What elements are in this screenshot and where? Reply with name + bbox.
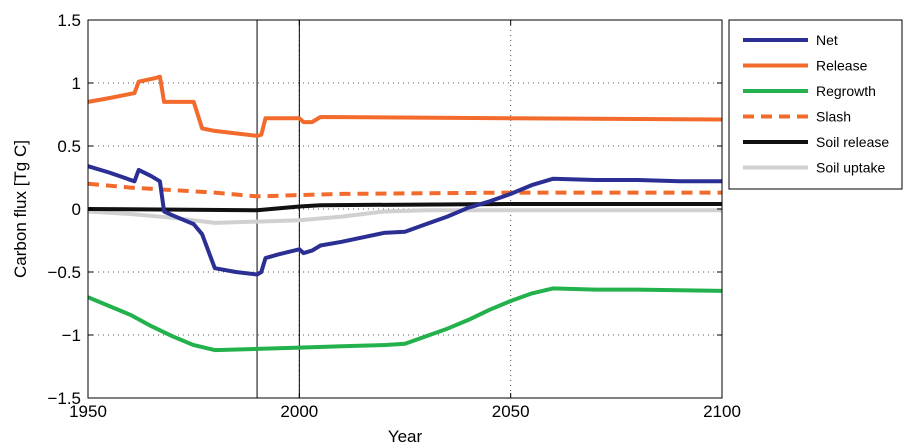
- tick-labels: 1950 2000 2050 2100 −1.5 −1 −0.5 0 0.5 1 1.5: [47, 11, 740, 421]
- series-line-soil-release: [87, 202, 722, 213]
- x-tick-label: 2050: [492, 402, 530, 421]
- legend-label: Slash: [816, 109, 851, 125]
- y-tick-label: −1.5: [47, 389, 81, 408]
- legend-label: Soil uptake: [816, 160, 885, 176]
- series-line-net: [87, 164, 722, 277]
- series-line-slash: [87, 181, 722, 199]
- x-tick-label: 2000: [280, 402, 318, 421]
- series-line-release: [87, 74, 723, 138]
- series-line-soil-uptake: [87, 208, 722, 225]
- y-tick-label: 1.5: [57, 11, 81, 30]
- legend-label: Soil release: [816, 134, 889, 150]
- x-tick-label: 2100: [703, 402, 741, 421]
- legend: Net Release Regrowth Slash Soil release Soil …: [728, 19, 903, 190]
- legend-label: Net: [816, 32, 838, 48]
- series-line-regrowth: [87, 286, 723, 353]
- x-tick-label: 1950: [69, 402, 107, 421]
- axis-ticks: [87, 19, 723, 399]
- y-axis-title: Carbon flux [Tg C]: [11, 140, 30, 278]
- x-axis-title: Year: [388, 427, 423, 446]
- y-tick-label: −1: [62, 326, 81, 345]
- y-tick-label: −0.5: [47, 263, 81, 282]
- legend-label: Regrowth: [816, 83, 876, 99]
- y-tick-label: 0: [72, 200, 81, 219]
- legend-box: [728, 19, 903, 190]
- y-tick-label: 1: [72, 74, 81, 93]
- y-tick-label: 0.5: [57, 137, 81, 156]
- legend-label: Release: [816, 58, 868, 74]
- series-layer: [87, 74, 723, 353]
